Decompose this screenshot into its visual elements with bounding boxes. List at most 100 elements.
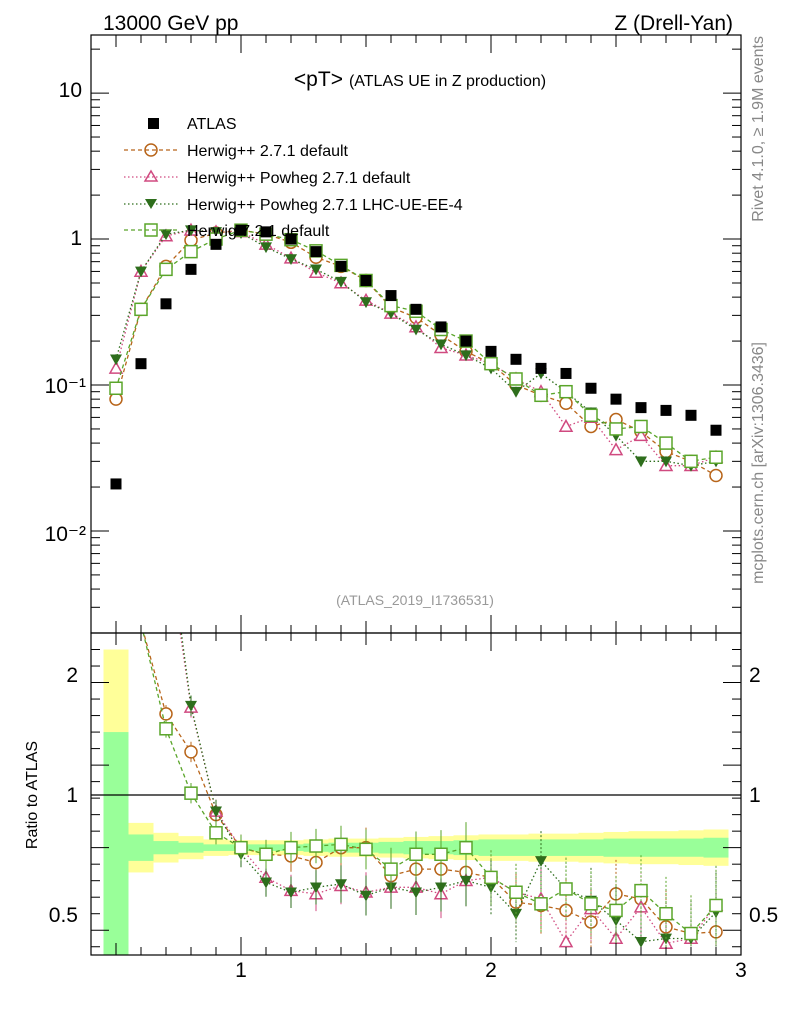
ratio-point-2-4	[210, 806, 222, 818]
main-point-3-21	[634, 419, 648, 434]
main-point-2-16	[510, 386, 522, 398]
ratio-band-inner-19	[578, 839, 604, 856]
atlas-data-point-0	[110, 478, 122, 490]
ratio-point-3-11	[384, 862, 398, 876]
main-point-2-9	[335, 276, 347, 288]
main-data-layer	[110, 224, 722, 490]
main-axis-ticks	[91, 35, 742, 634]
ratio-point-3-8	[309, 839, 323, 853]
legend-marker-powheg-ue	[145, 199, 157, 209]
ratio-band-inner-15	[478, 839, 504, 856]
ratio-point-3-12	[409, 847, 423, 862]
ratio-ytick-right-0p5: 0.5	[749, 904, 778, 927]
main-point-2-3	[185, 225, 197, 237]
ratio-point-3-17	[534, 897, 548, 911]
legend-label-atlas: ATLAS	[187, 116, 237, 133]
main-point-3-0	[109, 381, 123, 396]
ratio-point-2-8	[310, 882, 322, 894]
chart-subtitle: (ATLAS UE in Z production)	[349, 73, 546, 90]
legend-label-herwigpp: Herwig++ 2.7.1 default	[187, 143, 349, 160]
main-ytick-label-0p1: 10⁻¹	[45, 375, 86, 398]
atlas-data-point-20	[610, 393, 622, 405]
ratio-point-3-5	[234, 840, 248, 855]
atlas-data-point-4	[210, 238, 222, 250]
ratio-point-2-22	[660, 933, 672, 945]
ratio-point-2-2	[160, 513, 172, 524]
ratio-ytick-right-1: 1	[749, 784, 761, 807]
main-point-2-21	[635, 456, 647, 468]
ratio-point-1-2	[160, 528, 172, 539]
analysis-tag: (ATLAS_2019_I1736531)	[336, 592, 494, 608]
main-point-3-11	[384, 298, 398, 313]
ratio-point-3-14	[459, 840, 473, 855]
ratio-point-2-21	[635, 936, 647, 948]
beam-energy-label: 13000 GeV pp	[103, 12, 238, 35]
ratio-point-3-9	[334, 837, 348, 852]
main-point-2-13	[435, 339, 447, 351]
main-point-1-21	[633, 428, 649, 442]
legend-marker-powheg	[143, 169, 159, 182]
main-point-2-2	[160, 229, 172, 241]
main-series-line-2	[115, 229, 717, 467]
ratio-point-3-16	[509, 885, 523, 900]
atlas-data-point-24	[710, 424, 722, 436]
ratio-point-3-18	[559, 882, 573, 896]
ratio-point-2-13	[435, 882, 447, 894]
ratio-point-1-18	[558, 934, 574, 948]
ratio-point-2-6	[260, 877, 272, 889]
atlas-data-point-17	[535, 362, 547, 374]
main-point-2-7	[285, 254, 297, 265]
atlas-data-point-3	[185, 263, 197, 275]
ratio-band-inner-23	[678, 838, 704, 857]
ratio-ytick-right-2: 2	[749, 664, 761, 687]
main-point-1-0	[108, 360, 124, 374]
atlas-data-point-12	[410, 303, 422, 315]
atlas-data-point-21	[635, 402, 647, 414]
main-ytick-label-1: 1	[70, 227, 82, 250]
legend: ATLAS Herwig++ 2.7.1 default Herwig++ Po…	[124, 116, 463, 240]
atlas-data-point-19	[585, 382, 597, 394]
ratio-band-inner-18	[553, 839, 579, 856]
main-point-3-19	[584, 408, 598, 423]
ratio-ytick-left-2: 2	[66, 664, 78, 687]
atlas-data-point-6	[260, 226, 272, 238]
main-ytick-label-10: 10	[59, 79, 82, 102]
ratio-ytick-left-0p5: 0.5	[49, 904, 78, 927]
ratio-band-inner-24	[703, 837, 729, 858]
atlas-data-point-1	[135, 358, 147, 370]
ratio-point-3-4	[209, 826, 223, 840]
ratio-band-inner-20	[603, 838, 629, 857]
ratio-point-2-7	[285, 887, 297, 899]
main-point-1-18	[558, 418, 574, 433]
main-point-2-1	[135, 266, 147, 278]
ratio-band-inner-4	[203, 844, 229, 851]
ratio-point-3-7	[284, 840, 298, 855]
main-point-3-24	[709, 450, 723, 464]
ratio-point-3-6	[259, 847, 273, 862]
ratio-point-2-16	[510, 908, 522, 920]
atlas-data-point-15	[485, 345, 497, 357]
main-point-2-12	[410, 324, 422, 336]
main-point-3-17	[534, 388, 548, 403]
rivet-version-label: Rivet 4.1.0, ≥ 1.9M events	[750, 36, 767, 222]
main-panel: 10 1 10⁻¹ 10⁻² <pT> (ATLAS UE in Z produc…	[45, 34, 742, 634]
ratio-axis-ticks	[91, 632, 742, 955]
atlas-data-point-2	[160, 298, 172, 310]
legend-label-herwig7: Herwig 7.2.1 default	[187, 223, 330, 240]
ratio-series-line-1	[179, 633, 717, 945]
atlas-data-point-23	[685, 409, 697, 421]
xtick-label-2: 2	[485, 959, 497, 982]
main-point-2-22	[660, 456, 672, 468]
main-point-3-15	[484, 356, 498, 371]
ratio-band-inner-1	[128, 834, 154, 861]
atlas-data-point-13	[435, 321, 447, 333]
main-point-0-24	[709, 468, 723, 483]
ratio-band-inner-11	[378, 841, 404, 854]
ratio-band-inner-3	[178, 842, 204, 853]
main-ytick-label-0p01: 10⁻²	[45, 523, 86, 546]
ratio-point-3-13	[434, 847, 448, 862]
atlas-data-point-16	[510, 353, 522, 365]
ratio-point-0-3	[184, 745, 198, 759]
ratio-point-3-23	[684, 926, 698, 941]
